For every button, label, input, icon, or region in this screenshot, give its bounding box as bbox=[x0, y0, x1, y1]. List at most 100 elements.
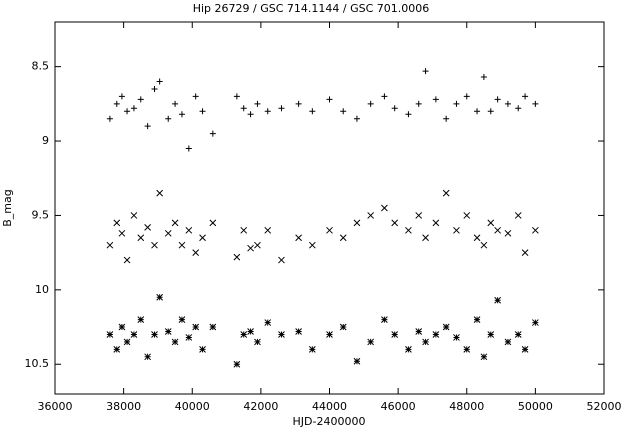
data-point bbox=[209, 323, 217, 331]
data-point bbox=[185, 334, 193, 341]
data-point bbox=[278, 105, 285, 112]
x-tick-label: 50000 bbox=[518, 400, 553, 413]
data-point bbox=[405, 226, 412, 234]
data-point bbox=[381, 93, 388, 100]
data-point bbox=[504, 100, 511, 107]
data-point bbox=[185, 145, 192, 152]
data-point bbox=[209, 219, 217, 227]
data-point bbox=[171, 338, 179, 346]
data-point bbox=[381, 316, 388, 323]
data-point bbox=[532, 100, 539, 107]
data-point bbox=[339, 234, 347, 242]
data-point bbox=[422, 338, 429, 346]
data-point bbox=[254, 100, 261, 107]
data-point bbox=[367, 100, 374, 107]
data-point bbox=[192, 249, 200, 256]
data-point bbox=[474, 108, 481, 115]
data-point bbox=[165, 115, 172, 122]
y-tick-label: 9.5 bbox=[32, 208, 50, 221]
data-point bbox=[199, 234, 206, 242]
data-point bbox=[144, 223, 151, 231]
data-point bbox=[295, 100, 302, 107]
data-point bbox=[240, 331, 248, 338]
data-point bbox=[422, 68, 429, 75]
data-point bbox=[137, 316, 145, 323]
data-point bbox=[199, 346, 206, 353]
data-point bbox=[432, 96, 439, 103]
data-point bbox=[164, 229, 172, 237]
x-tick-label: 36000 bbox=[38, 400, 73, 413]
data-point bbox=[137, 234, 145, 242]
data-point bbox=[199, 108, 206, 115]
data-point bbox=[367, 212, 375, 219]
data-point bbox=[405, 346, 412, 353]
data-point bbox=[156, 78, 163, 85]
data-point bbox=[247, 328, 254, 335]
y-tick-label: 9 bbox=[42, 134, 49, 147]
data-point bbox=[295, 328, 302, 335]
data-point bbox=[192, 93, 199, 100]
data-point bbox=[326, 226, 333, 234]
data-point bbox=[442, 323, 450, 331]
data-point bbox=[463, 212, 471, 219]
data-point bbox=[178, 111, 185, 118]
data-point bbox=[463, 93, 470, 100]
data-point bbox=[504, 229, 512, 237]
data-point bbox=[405, 111, 412, 118]
data-point bbox=[453, 100, 460, 107]
y-tick-label: 10.5 bbox=[25, 357, 50, 370]
data-point bbox=[123, 256, 131, 264]
x-tick-label: 52000 bbox=[587, 400, 622, 413]
data-point bbox=[178, 241, 186, 249]
data-point bbox=[391, 331, 399, 338]
data-point bbox=[106, 331, 114, 338]
data-point bbox=[309, 108, 316, 115]
data-point bbox=[340, 108, 347, 115]
data-point bbox=[192, 323, 200, 331]
data-point bbox=[522, 93, 529, 100]
x-tick-label: 40000 bbox=[175, 400, 210, 413]
data-point bbox=[391, 105, 398, 112]
data-point bbox=[113, 219, 121, 227]
data-point bbox=[156, 189, 164, 197]
y-tick-label: 10 bbox=[35, 283, 49, 296]
data-point bbox=[326, 96, 333, 103]
data-point bbox=[339, 323, 347, 331]
data-point bbox=[514, 212, 522, 219]
data-point bbox=[453, 226, 460, 234]
data-point bbox=[480, 74, 487, 81]
data-point bbox=[144, 123, 151, 130]
data-point bbox=[113, 100, 120, 107]
y-axis-label: B_mag bbox=[1, 189, 14, 227]
data-point bbox=[295, 234, 302, 242]
data-point bbox=[123, 338, 131, 346]
data-point bbox=[264, 226, 272, 234]
data-point bbox=[130, 331, 138, 338]
data-point bbox=[480, 353, 488, 361]
data-point bbox=[494, 226, 501, 234]
data-point bbox=[353, 115, 360, 122]
data-point bbox=[118, 323, 126, 331]
data-point bbox=[247, 244, 254, 252]
data-point bbox=[415, 328, 423, 335]
data-point bbox=[432, 331, 440, 338]
data-point bbox=[233, 360, 241, 368]
data-point bbox=[442, 189, 450, 197]
data-point bbox=[432, 219, 440, 227]
data-point bbox=[308, 241, 316, 249]
data-point bbox=[415, 100, 422, 107]
x-axis-label: HJD-2400000 bbox=[293, 415, 366, 428]
data-point bbox=[422, 234, 429, 242]
data-point bbox=[254, 241, 261, 249]
data-point bbox=[473, 316, 481, 323]
data-point bbox=[514, 331, 522, 338]
data-point bbox=[156, 293, 164, 301]
data-point bbox=[487, 219, 495, 227]
data-point bbox=[353, 219, 361, 227]
data-point bbox=[106, 241, 114, 249]
data-point bbox=[353, 357, 361, 365]
x-tick-label: 44000 bbox=[312, 400, 347, 413]
data-point bbox=[494, 296, 501, 304]
